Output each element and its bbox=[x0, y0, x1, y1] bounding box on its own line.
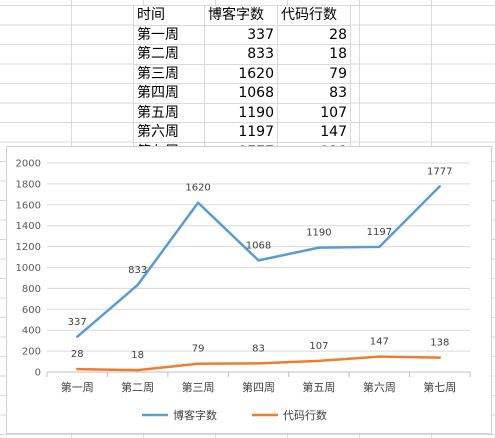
table-cell[interactable]: 83 bbox=[277, 83, 351, 104]
data-point bbox=[317, 246, 321, 249]
data-label: 28 bbox=[71, 349, 84, 360]
data-point bbox=[136, 283, 139, 287]
chart-svg: 0 200 400 600 800 1000 1200 1400 1600 1800 2000 第一周… bbox=[16, 159, 471, 422]
data-point bbox=[378, 245, 381, 249]
table-cell[interactable]: 第一周 bbox=[133, 24, 205, 45]
data-point bbox=[196, 201, 200, 204]
x-tick-label: 第七周 bbox=[423, 380, 456, 394]
header-cell[interactable]: 时间 bbox=[133, 5, 205, 26]
table-cell[interactable]: 337 bbox=[204, 24, 278, 45]
y-tick-label: 200 bbox=[22, 347, 41, 358]
table-cell[interactable]: 28 bbox=[277, 24, 351, 45]
table-cell[interactable]: 1620 bbox=[204, 63, 278, 84]
x-tick-label: 第二周 bbox=[121, 380, 154, 394]
header-cell[interactable]: 博客字数 bbox=[204, 5, 278, 26]
table-row: 第一周 337 28 bbox=[133, 24, 351, 45]
table-header-row: 时间 博客字数 代码行数 bbox=[133, 5, 351, 26]
x-tick-label: 第一周 bbox=[61, 380, 94, 394]
table-cell[interactable]: 833 bbox=[204, 44, 278, 65]
x-tick-label: 第五周 bbox=[302, 380, 335, 394]
table-cell[interactable]: 79 bbox=[277, 63, 351, 84]
data-point bbox=[438, 185, 441, 188]
y-tick-label: 600 bbox=[22, 305, 41, 316]
y-tick-label: 800 bbox=[22, 284, 41, 295]
data-point bbox=[317, 359, 321, 363]
y-tick-label: 1200 bbox=[16, 242, 41, 253]
data-point bbox=[76, 367, 79, 371]
table-cell[interactable]: 第三周 bbox=[133, 63, 205, 84]
data-label: 1197 bbox=[367, 227, 392, 238]
legend-label: 代码行数 bbox=[283, 409, 327, 422]
data-table: 时间 博客字数 代码行数 第一周 337 28 第二周 833 18 第三周 1620 79 第四周 10… bbox=[133, 5, 351, 162]
table-cell[interactable]: 1197 bbox=[204, 122, 278, 143]
data-label: 147 bbox=[370, 337, 389, 348]
data-label: 1777 bbox=[427, 166, 452, 177]
data-label: 833 bbox=[128, 265, 147, 276]
data-point bbox=[257, 362, 260, 365]
table-cell[interactable]: 107 bbox=[277, 102, 351, 123]
x-tick-label: 第三周 bbox=[182, 380, 215, 394]
table-cell[interactable]: 147 bbox=[277, 122, 351, 143]
table-cell[interactable]: 第五周 bbox=[133, 102, 205, 123]
table-row: 第六周 1197 147 bbox=[133, 122, 351, 143]
line-chart[interactable]: 0 200 400 600 800 1000 1200 1400 1600 1800 2000 第一周… bbox=[6, 146, 492, 434]
table-cell[interactable]: 第四周 bbox=[133, 83, 205, 104]
table-cell[interactable]: 18 bbox=[277, 44, 351, 65]
table-row: 第二周 833 18 bbox=[133, 44, 351, 65]
data-point bbox=[257, 259, 260, 262]
data-point bbox=[136, 368, 139, 372]
y-tick-label: 1800 bbox=[16, 179, 41, 190]
table-cell[interactable]: 第六周 bbox=[133, 122, 205, 143]
table-cell[interactable]: 1190 bbox=[204, 102, 278, 123]
data-label: 138 bbox=[430, 338, 449, 349]
y-tick-label: 400 bbox=[22, 326, 41, 337]
data-label: 83 bbox=[252, 343, 265, 354]
data-label: 337 bbox=[68, 317, 87, 328]
table-row: 第四周 1068 83 bbox=[133, 83, 351, 104]
x-tick-label: 第六周 bbox=[363, 380, 396, 394]
data-label: 1620 bbox=[185, 183, 210, 194]
y-tick-label: 1600 bbox=[16, 200, 41, 211]
data-label: 1190 bbox=[306, 228, 331, 239]
y-tick-label: 1000 bbox=[16, 263, 41, 274]
data-point bbox=[196, 362, 200, 365]
data-point bbox=[378, 355, 381, 358]
x-tick-label: 第四周 bbox=[242, 380, 275, 394]
data-label: 18 bbox=[131, 350, 144, 361]
table-row: 第五周 1190 107 bbox=[133, 102, 351, 123]
header-cell[interactable]: 代码行数 bbox=[277, 5, 351, 26]
data-label: 1068 bbox=[246, 240, 271, 251]
data-label: 79 bbox=[192, 344, 205, 355]
y-tick-label: 2000 bbox=[16, 159, 41, 170]
data-label: 107 bbox=[309, 341, 328, 352]
y-tick-label: 1400 bbox=[16, 221, 41, 232]
table-row: 第三周 1620 79 bbox=[133, 63, 351, 84]
y-tick-label: 0 bbox=[35, 368, 41, 379]
legend-label: 博客字数 bbox=[173, 408, 217, 422]
data-point bbox=[438, 356, 441, 359]
table-cell[interactable]: 1068 bbox=[204, 83, 278, 104]
table-cell[interactable]: 第二周 bbox=[133, 44, 205, 65]
data-point bbox=[76, 335, 79, 338]
